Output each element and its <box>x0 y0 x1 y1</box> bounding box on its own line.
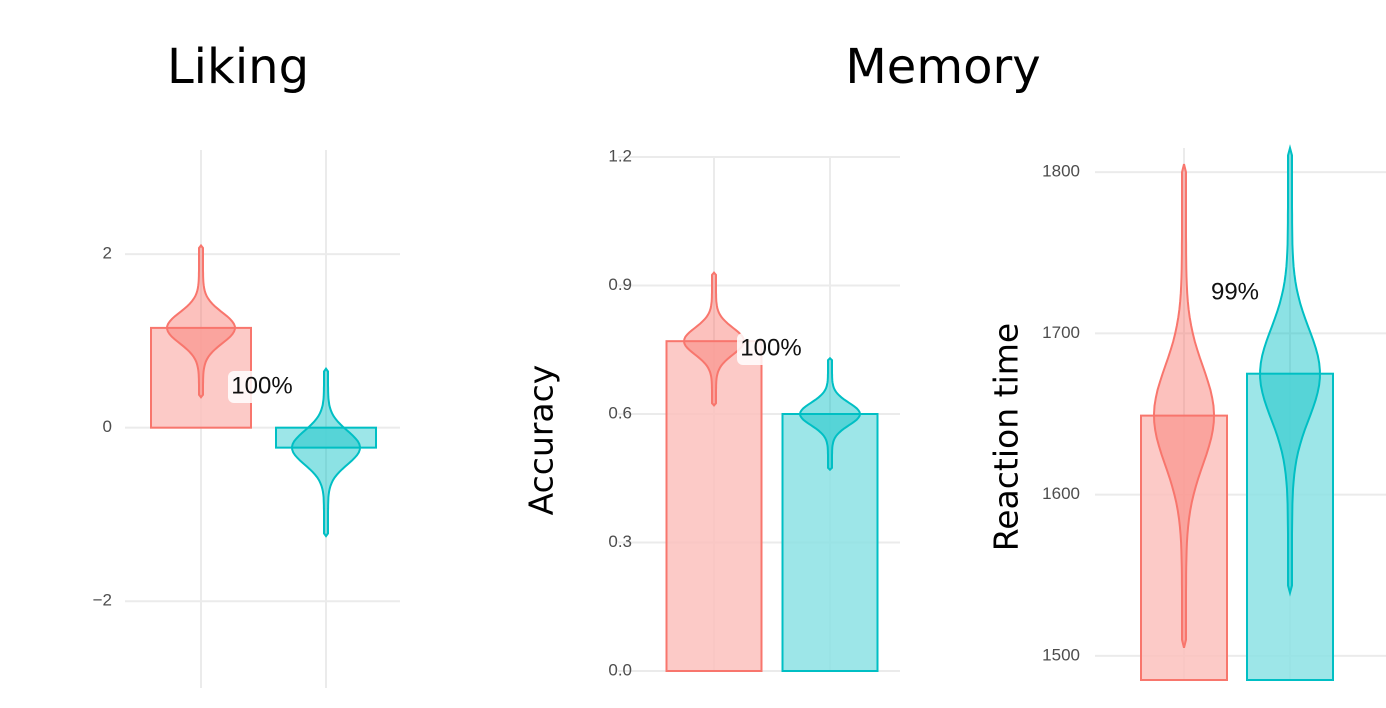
y-tick-label: 2 <box>103 244 112 263</box>
y-tick-label: 0 <box>103 417 112 436</box>
panel: 1500 1600 1700 1800 99% <box>1042 144 1386 681</box>
y-tick-label: 1.2 <box>608 146 632 165</box>
y-axis-label: Reaction time <box>987 323 1026 551</box>
y-tick-label: 1700 <box>1042 323 1080 342</box>
y-tick-label: 1500 <box>1042 645 1080 664</box>
bar <box>1140 414 1228 681</box>
panel-title: Liking <box>167 39 309 95</box>
y-tick-label: 0.3 <box>608 532 632 551</box>
annotation: 99% <box>1211 278 1259 305</box>
y-tick-label: 0.9 <box>608 275 632 294</box>
violin <box>798 356 862 472</box>
bar <box>781 413 879 672</box>
violin <box>166 243 236 399</box>
violin <box>682 271 746 407</box>
y-tick-label: 0.6 <box>608 403 632 422</box>
bar <box>665 340 763 672</box>
y-tick-label: −2 <box>93 591 112 610</box>
violin <box>290 366 362 538</box>
violin <box>1259 144 1321 597</box>
annotation-box <box>228 371 300 403</box>
panel: −2 0 2 100% <box>93 150 400 688</box>
y-tick-label: 0.0 <box>608 660 632 679</box>
annotation: 100% <box>231 372 292 399</box>
annotation-box <box>737 333 809 365</box>
y-tick-label: 1600 <box>1042 484 1080 503</box>
annotation: 100% <box>740 334 801 361</box>
y-axis-label: Accuracy <box>522 365 561 516</box>
panel: 0.0 0.3 0.6 0.9 1.2 100% <box>608 146 900 679</box>
violin <box>1152 163 1216 649</box>
y-tick-label: 1800 <box>1042 162 1080 181</box>
annotation-box <box>1201 277 1273 309</box>
bar <box>1246 372 1334 681</box>
panel-title: Memory <box>845 39 1040 95</box>
